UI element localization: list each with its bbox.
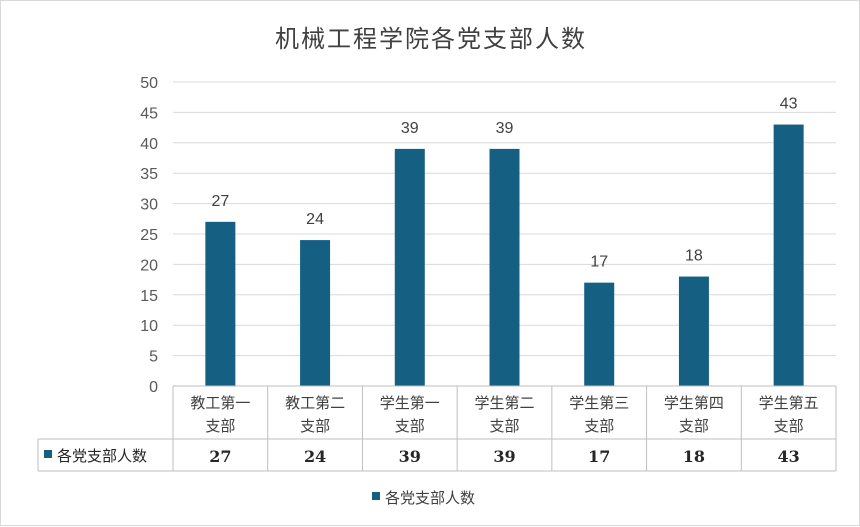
x-tick-label: 支部 xyxy=(489,417,519,435)
bar xyxy=(394,148,425,386)
table-cell: 18 xyxy=(683,447,705,466)
y-tick-label: 0 xyxy=(149,379,158,396)
x-tick-label: 教工第二 xyxy=(285,394,345,412)
x-tick-label: 学生第五 xyxy=(759,394,819,412)
x-tick-label: 支部 xyxy=(395,417,425,435)
table-cell: 27 xyxy=(209,447,231,466)
x-tick-label: 学生第四 xyxy=(664,394,724,412)
x-tick-label: 支部 xyxy=(300,417,330,435)
data-label: 17 xyxy=(590,254,608,271)
data-label: 18 xyxy=(685,248,703,265)
y-tick-label: 25 xyxy=(140,227,158,244)
data-labels: 27 24 39 39 17 18 43 xyxy=(211,96,797,271)
x-tick-label: 学生第一 xyxy=(380,394,440,412)
table-legend-key xyxy=(44,450,52,458)
data-label: 43 xyxy=(780,96,798,113)
bar xyxy=(205,221,236,386)
y-tick-label: 45 xyxy=(140,105,158,122)
chart-title: 机械工程学院各党支部人数 xyxy=(275,25,587,53)
y-tick-label: 40 xyxy=(140,136,158,153)
table-cell: 39 xyxy=(493,447,515,466)
x-tick-label: 支部 xyxy=(679,417,709,435)
table-cell: 39 xyxy=(399,447,421,466)
bar xyxy=(489,148,520,386)
bar xyxy=(300,240,331,386)
data-label: 27 xyxy=(211,193,229,210)
legend-label: 各党支部人数 xyxy=(385,489,475,507)
y-tick-label: 15 xyxy=(140,288,158,305)
bar xyxy=(584,282,615,386)
table-cell: 24 xyxy=(304,447,326,466)
bars xyxy=(205,124,804,386)
table-cell: 43 xyxy=(778,447,800,466)
y-tick-label: 50 xyxy=(140,75,158,92)
table-cell: 17 xyxy=(588,447,610,466)
y-tick-label: 5 xyxy=(149,349,158,366)
x-tick-label: 支部 xyxy=(205,417,235,435)
legend: 各党支部人数 xyxy=(372,489,475,507)
x-tick-label: 学生第三 xyxy=(569,394,629,412)
x-tick-label: 支部 xyxy=(584,417,614,435)
x-tick-label: 支部 xyxy=(774,417,804,435)
x-tick-label: 教工第一 xyxy=(190,394,250,412)
table-series-name: 各党支部人数 xyxy=(57,447,147,465)
data-label: 39 xyxy=(401,120,419,137)
y-tick-label: 30 xyxy=(140,197,158,214)
data-label: 39 xyxy=(496,120,514,137)
bar xyxy=(678,276,709,386)
y-tick-label: 10 xyxy=(140,318,158,335)
bar xyxy=(773,124,804,386)
y-tick-label: 20 xyxy=(140,257,158,274)
x-tick-label: 学生第二 xyxy=(474,394,534,412)
y-axis: 0 5 10 15 20 25 30 35 40 45 50 xyxy=(140,75,158,396)
data-label: 24 xyxy=(306,211,324,228)
y-tick-label: 35 xyxy=(140,166,158,183)
legend-key xyxy=(372,492,380,500)
